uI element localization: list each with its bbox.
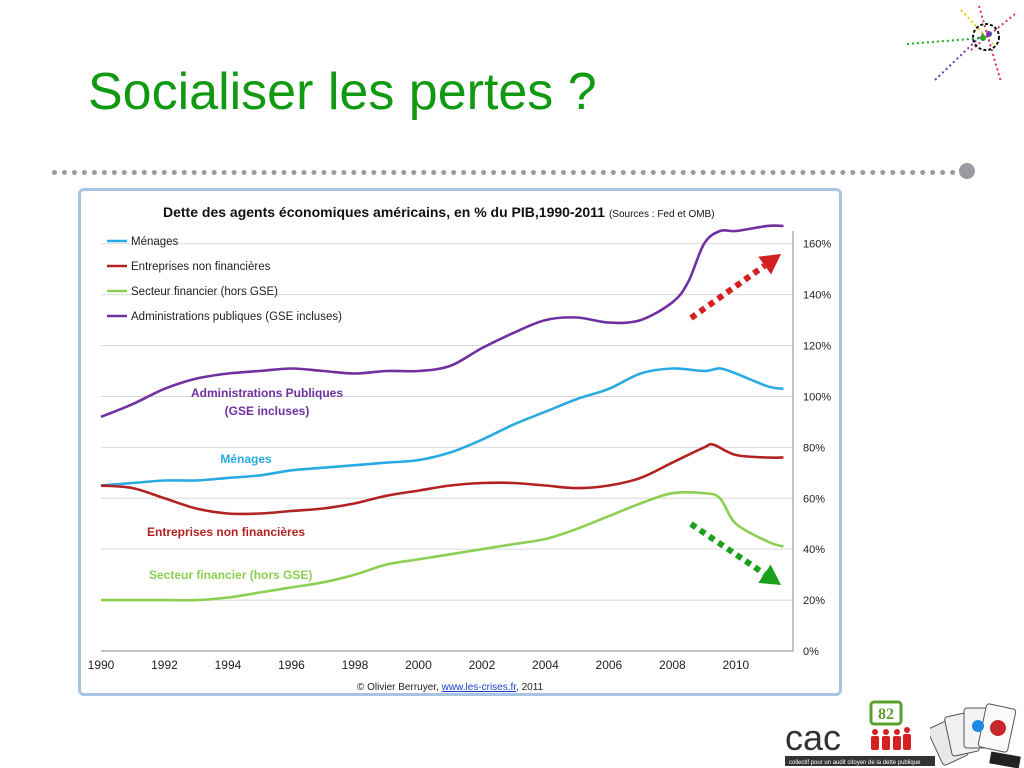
chart-legend: Ménages Entreprises non financières Secteu… [107,236,342,323]
legend-entry: Administrations publiques (GSE incluses) [131,311,342,323]
dotted-divider [52,170,966,175]
chart-frame: Dette des agents économiques américains,… [78,188,842,696]
x-axis-ticks: 1990 1992 1994 1996 1998 2000 2002 2004 2006 2008… [88,658,750,672]
arrow-up-head [758,254,781,275]
x-tick-label: 2000 [405,658,432,672]
copyright-prefix: © Olivier Berruyer, [357,682,442,693]
y-tick-label: 120% [803,341,831,353]
inline-label-financier: Secteur financier (hors GSE) [149,568,312,582]
chart-title: Dette des agents économiques américains,… [163,204,715,220]
x-tick-label: 2008 [659,658,686,672]
y-axis-ticks: 0% 20% 40% 60% 80% 100% 120% 140% 160% [803,239,831,658]
decorative-network-icon [906,5,1016,83]
series-line-financier [100,490,784,602]
slide-title: Socialiser les pertes ? [88,63,597,121]
x-tick-label: 1992 [151,658,178,672]
chart-copyright: © Olivier Berruyer, www.les-crises.fr, 2… [357,682,544,693]
y-tick-label: 0% [803,646,819,658]
copyright-link[interactable]: www.les-crises.fr [441,682,518,693]
x-tick-label: 1990 [88,658,115,672]
grid-lines [101,231,794,652]
x-tick-label: 1996 [278,658,305,672]
x-tick-label: 2010 [723,658,750,672]
y-tick-label: 140% [803,290,831,302]
chart-title-note: (Sources : Fed et OMB) [609,209,715,220]
logo-tagline: collectif pour un audit citoyen de la de… [789,760,921,766]
series-lines [100,224,784,602]
y-tick-label: 160% [803,239,831,251]
inline-label-menages: Ménages [220,452,272,466]
legend-entry: Secteur financier (hors GSE) [131,286,278,298]
trend-arrows [689,254,781,585]
x-tick-label: 1998 [342,658,369,672]
copyright-suffix: , 2011 [516,682,543,693]
series-line-menages [100,367,784,487]
x-tick-label: 2006 [596,658,623,672]
inline-series-labels: Ménages Entreprises non financières Secteu… [147,386,343,582]
cac-logo: 82 cac collectif pour un audit citoyen d… [785,700,935,766]
playing-cards-image [930,703,1021,768]
y-tick-label: 100% [803,391,831,403]
x-tick-label: 1994 [215,658,242,672]
y-tick-label: 40% [803,544,825,556]
y-tick-label: 80% [803,442,825,454]
arrow-down-shaft [689,521,767,577]
logo-badge: 82 [878,706,894,723]
x-tick-label: 2002 [469,658,496,672]
series-line-entreprises [100,442,784,516]
inline-label-admin-line: Administrations Publiques [191,386,343,400]
debt-line-chart: Dette des agents économiques américains,… [88,204,832,693]
inline-label-entreprises: Entreprises non financières [147,525,305,539]
y-tick-label: 60% [803,493,825,505]
series-line-admin [100,224,784,419]
legend-entry: Ménages [131,236,179,248]
logo-text: cac [785,717,841,758]
divider-end-dot [959,163,975,179]
legend-entry: Entreprises non financières [131,261,271,273]
x-tick-label: 2004 [532,658,559,672]
chart-title-main: Dette des agents économiques américains,… [163,204,605,220]
inline-label-admin-line: (GSE incluses) [225,404,310,418]
arrow-down-head [758,564,781,585]
y-tick-label: 20% [803,595,825,607]
arrow-up-shaft [689,263,767,321]
